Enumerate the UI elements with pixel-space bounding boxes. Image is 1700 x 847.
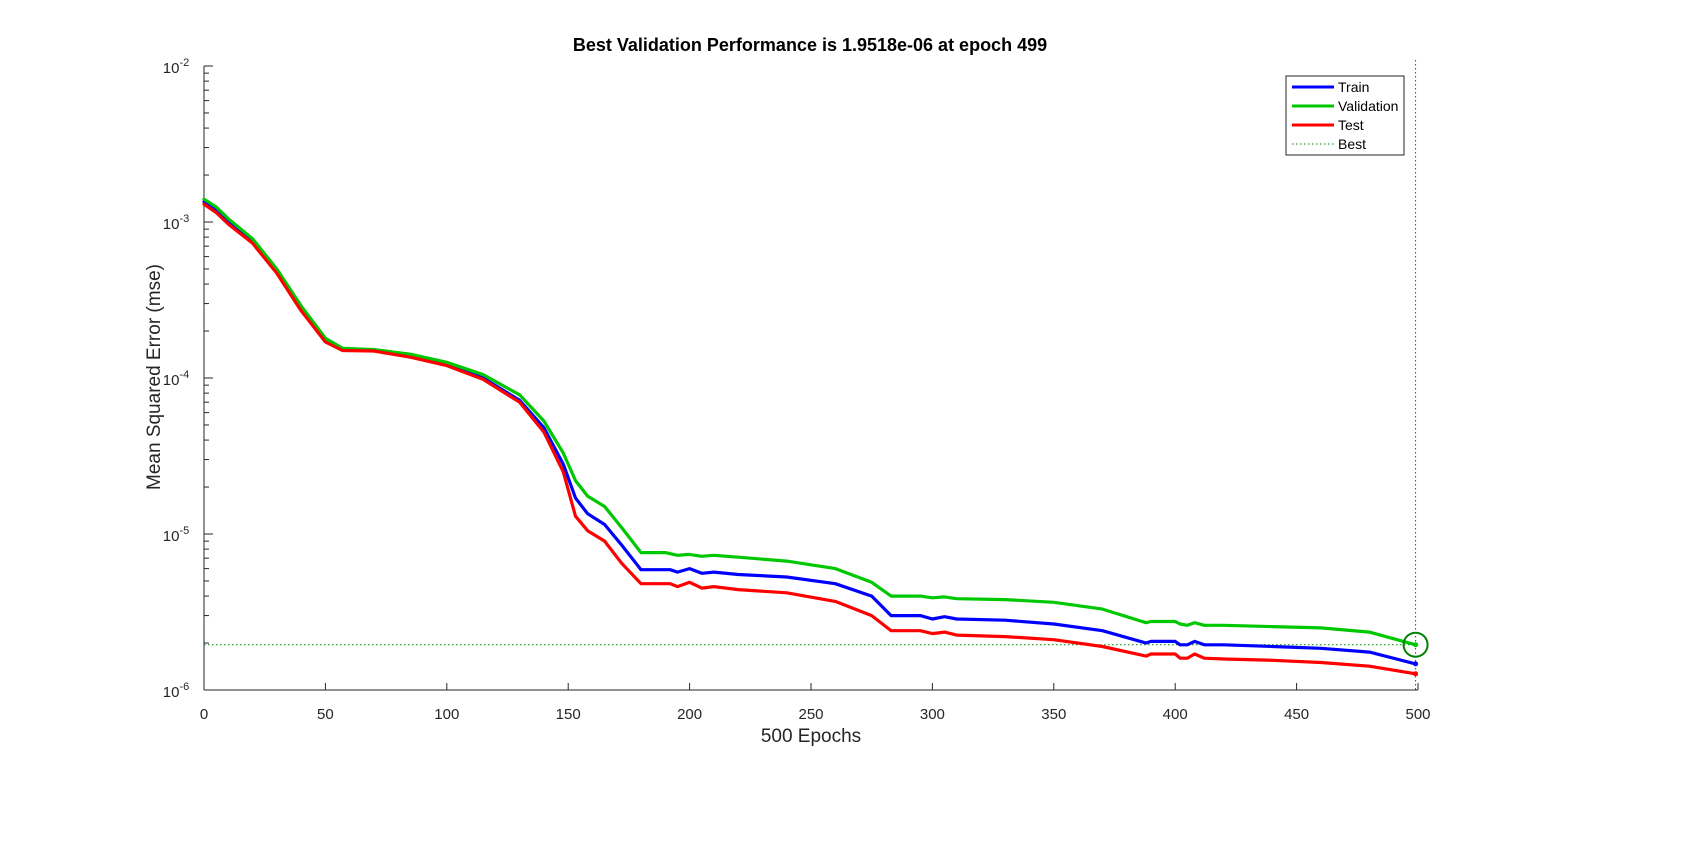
x-axis-label: 500 Epochs	[761, 726, 861, 747]
legend-validation-label: Validation	[1338, 98, 1398, 114]
chart-title: Best Validation Performance is 1.9518e-0…	[573, 35, 1047, 55]
x-tick-label: 200	[677, 706, 702, 723]
x-tick-label: 400	[1163, 706, 1188, 723]
test-end-point	[1413, 671, 1419, 677]
plot-area: 0 50 100 150 200 250 300 350 400 450 500 10-6 10-5 10…	[163, 57, 1431, 723]
x-tick-label: 0	[200, 706, 208, 723]
y-tick-label: 10-3	[163, 213, 189, 233]
x-tick-label: 300	[920, 706, 945, 723]
y-tick-label: 10-6	[163, 681, 189, 701]
x-tick-label: 250	[798, 706, 823, 723]
x-tick-label: 500	[1405, 706, 1430, 723]
legend-best-label: Best	[1338, 136, 1366, 152]
x-tick-label: 100	[434, 706, 459, 723]
legend-box	[1285, 75, 1405, 156]
train-series-line	[202, 200, 1418, 666]
x-tick-label: 450	[1284, 706, 1309, 723]
y-tick-label: 10-2	[163, 57, 189, 77]
x-tick-label: 350	[1041, 706, 1066, 723]
test-series-line	[202, 202, 1418, 676]
best-point-marker	[1402, 631, 1429, 658]
train-end-point	[1413, 661, 1419, 667]
y-tick-label: 10-5	[163, 525, 189, 545]
validation-series-line	[202, 197, 1418, 647]
legend-test-label: Test	[1338, 117, 1364, 133]
y-tick-label: 10-4	[163, 369, 189, 389]
x-tick-label: 50	[317, 706, 334, 723]
y-axis-label: Mean Squared Error (mse)	[144, 264, 165, 490]
legend: Train Validation Test Best	[1285, 75, 1405, 156]
legend-train-label: Train	[1338, 79, 1369, 95]
x-tick-label: 150	[556, 706, 581, 723]
validation-end-point	[1413, 642, 1419, 648]
